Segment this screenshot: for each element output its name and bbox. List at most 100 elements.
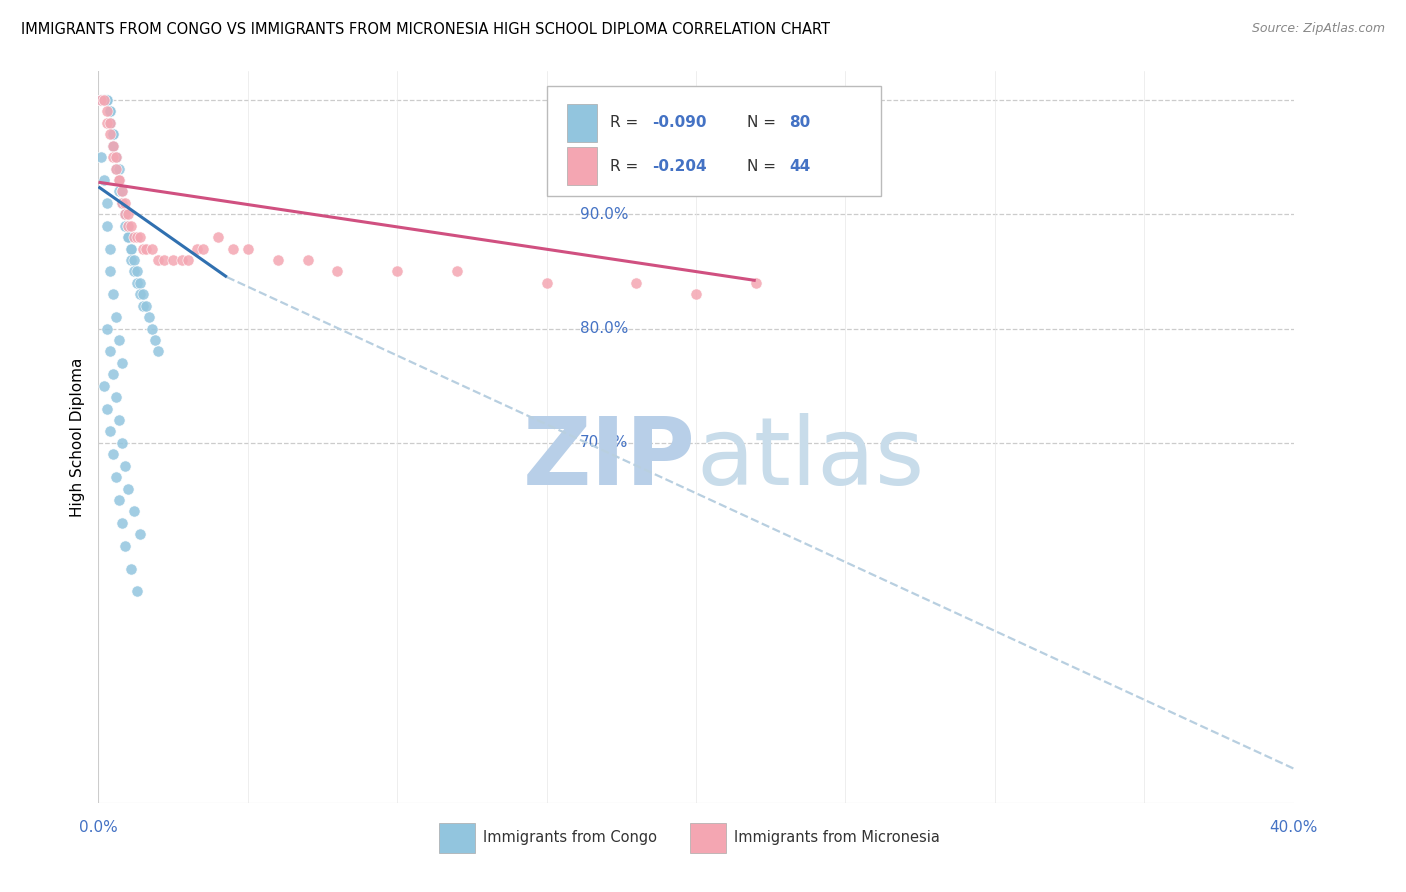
Bar [567,147,596,186]
Point [103,138,125,153]
Text: 70.0%: 70.0% [581,435,628,450]
Text: ZIP: ZIP [523,413,696,505]
Text: R =: R = [610,159,643,174]
Point [114,458,136,473]
Text: 0.0%: 0.0% [79,820,118,835]
Point [111,356,134,370]
Point [297,252,319,267]
Point [90,150,112,164]
Point [96,93,118,107]
Point [111,195,134,210]
Point [96,93,118,107]
Point [127,276,149,290]
Point [90,93,112,107]
Point [143,333,166,347]
Text: IMMIGRANTS FROM CONGO VS IMMIGRANTS FROM MICRONESIA HIGH SCHOOL DIPLOMA CORRELAT: IMMIGRANTS FROM CONGO VS IMMIGRANTS FROM… [21,22,830,37]
Point [103,138,125,153]
Point [96,116,118,130]
Text: -0.204: -0.204 [652,159,706,174]
Point [93,93,115,107]
Point [93,93,115,107]
Point [186,242,208,256]
Text: Source: ZipAtlas.com: Source: ZipAtlas.com [1251,22,1385,36]
Point [222,242,245,256]
Point [105,470,128,484]
Point [114,207,136,221]
Point [103,127,125,141]
Point [385,264,409,278]
Point [90,93,112,107]
Point [96,93,118,107]
Point [105,390,128,404]
Point [96,93,118,107]
Point [96,321,118,335]
Point [117,230,139,244]
Point [105,310,128,324]
Point [105,150,128,164]
Point [162,252,184,267]
Point [114,219,136,233]
Point [108,173,131,187]
Point [103,127,125,141]
Point [129,527,152,541]
Text: 90.0%: 90.0% [581,207,628,222]
Point [98,264,122,278]
Text: atlas: atlas [696,413,924,505]
Point [96,401,118,416]
Point [446,264,468,278]
Point [105,161,128,176]
Point [93,93,115,107]
Point [191,242,214,256]
Point [103,138,125,153]
Point [93,93,115,107]
Point [117,219,139,233]
Point [103,287,125,301]
Point [129,287,152,301]
Point [98,425,122,439]
Point [207,230,229,244]
Point [148,344,170,359]
Point [177,252,200,267]
Text: 100.0%: 100.0% [581,93,638,107]
Bar [567,103,596,142]
Text: -0.090: -0.090 [652,115,706,130]
Point [124,504,146,518]
Text: R =: R = [610,115,643,130]
Point [98,344,122,359]
Point [105,161,128,176]
Point [626,276,648,290]
Point [114,207,136,221]
Point [141,321,163,335]
Point [124,252,146,267]
Text: 80: 80 [789,115,810,130]
FancyBboxPatch shape [547,86,882,195]
Point [108,173,131,187]
Point [129,230,152,244]
Text: N =: N = [748,159,782,174]
Point [745,276,768,290]
Point [132,299,155,313]
Text: Immigrants from Congo: Immigrants from Congo [484,830,657,846]
Text: N =: N = [748,115,782,130]
Text: Immigrants from Micronesia: Immigrants from Micronesia [734,830,941,846]
Point [93,378,115,392]
Point [108,413,131,427]
Point [124,264,146,278]
Point [132,242,155,256]
Point [120,242,142,256]
Point [108,173,131,187]
Point [98,104,122,119]
Point [172,252,194,267]
Point [108,173,131,187]
Point [114,539,136,553]
Y-axis label: High School Diploma: High School Diploma [69,358,84,516]
Point [90,93,112,107]
Point [127,230,149,244]
Point [135,299,157,313]
Point [111,185,134,199]
Point [103,368,125,382]
Point [117,219,139,233]
Point [120,252,142,267]
Point [127,584,149,599]
Point [111,435,134,450]
